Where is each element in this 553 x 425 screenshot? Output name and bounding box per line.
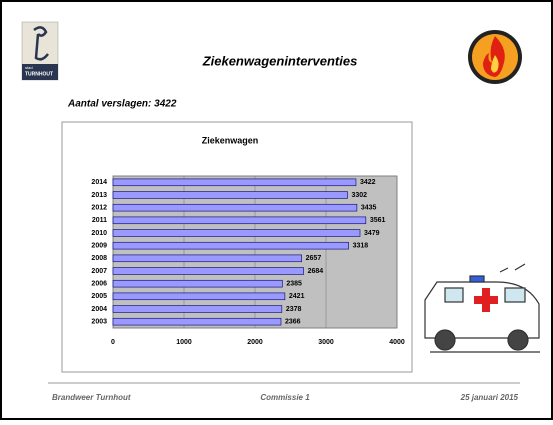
data-label: 2385 <box>286 281 302 288</box>
footer-left: Brandweer Turnhout <box>52 393 131 402</box>
x-tick-label: 4000 <box>389 339 405 346</box>
y-tick-label: 2010 <box>91 230 107 237</box>
data-label: 2684 <box>308 268 324 275</box>
y-tick-label: 2009 <box>91 243 107 250</box>
subtitle: Aantal verslagen: 3422 <box>67 99 177 110</box>
bar <box>113 255 302 262</box>
y-tick-label: 2006 <box>91 281 107 288</box>
x-tick-label: 3000 <box>318 339 334 346</box>
bar <box>113 306 282 313</box>
data-label: 2378 <box>286 306 302 313</box>
footer-right: 25 januari 2015 <box>460 393 519 402</box>
bar <box>113 192 347 199</box>
y-tick-label: 2004 <box>91 306 107 313</box>
bar <box>113 242 349 249</box>
slide: stad TURNHOUT Ziekenwageninterventies Aa… <box>0 0 553 420</box>
footer-center: Commissie 1 <box>260 393 310 402</box>
data-label: 2366 <box>285 319 301 326</box>
data-label: 3479 <box>364 230 380 237</box>
bar <box>113 230 360 237</box>
y-tick-label: 2005 <box>91 293 107 300</box>
x-tick-label: 1000 <box>176 339 192 346</box>
bar <box>113 280 282 287</box>
logo-text: stad <box>25 65 33 70</box>
data-label: 2421 <box>289 293 305 300</box>
bar <box>113 217 366 224</box>
logo: stad TURNHOUT <box>22 22 58 80</box>
data-label: 3318 <box>353 243 369 250</box>
chart-title: Ziekenwagen <box>202 135 259 145</box>
data-label: 3422 <box>360 179 376 186</box>
logo-text: TURNHOUT <box>25 71 53 77</box>
bar <box>113 318 281 325</box>
y-tick-label: 2012 <box>91 205 107 212</box>
data-label: 2657 <box>306 255 322 262</box>
y-tick-label: 2007 <box>91 268 107 275</box>
data-label: 3561 <box>370 217 386 224</box>
y-tick-label: 2011 <box>92 217 107 224</box>
bar <box>113 179 356 186</box>
x-tick-label: 0 <box>111 339 115 346</box>
y-tick-label: 2008 <box>91 255 107 262</box>
y-tick-label: 2003 <box>91 319 107 326</box>
bar <box>113 268 304 275</box>
fire-icon <box>468 30 522 84</box>
y-tick-label: 2014 <box>91 179 107 186</box>
bar <box>113 293 285 300</box>
x-tick-label: 2000 <box>247 339 263 346</box>
slide-title: Ziekenwageninterventies <box>202 53 358 68</box>
y-tick-label: 2013 <box>91 192 107 199</box>
data-label: 3435 <box>361 205 377 212</box>
data-label: 3302 <box>351 192 367 199</box>
bar <box>113 204 357 211</box>
